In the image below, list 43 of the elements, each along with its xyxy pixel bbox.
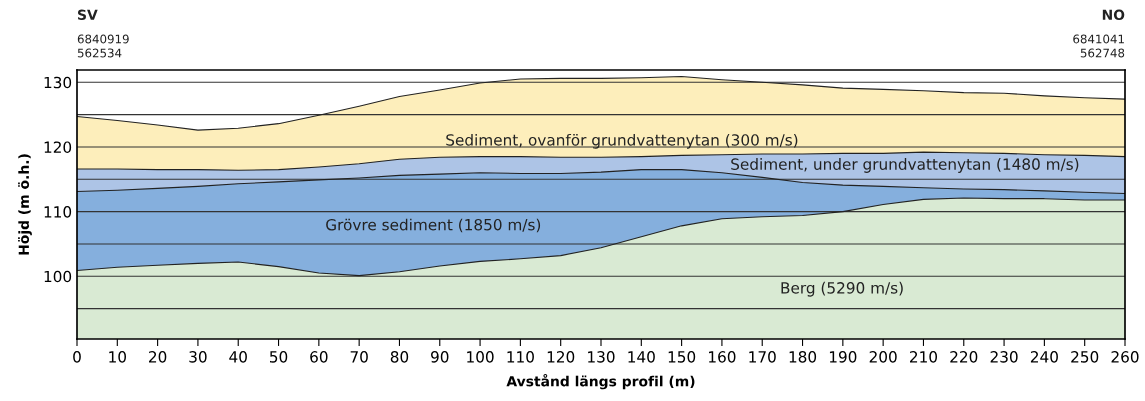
x-tick-label: 180	[789, 351, 817, 363]
x-tick-label: 260	[1111, 351, 1139, 363]
x-tick-label: 90	[431, 351, 449, 363]
series-label: Sediment, under grundvattenytan (1480 m/s)	[731, 158, 1079, 173]
text: NO	[1102, 9, 1125, 21]
y-tick-label: 130	[44, 76, 72, 89]
text: 562748	[1080, 48, 1125, 58]
x-tick-label: 130	[588, 351, 615, 363]
x-tick-label: 200	[869, 351, 897, 363]
x-tick-label: 70	[350, 351, 368, 363]
x-tick-label: 30	[189, 351, 207, 363]
x-tick-label: 0	[73, 351, 81, 363]
x-tick-label: 250	[1071, 351, 1099, 363]
series-label: Berg (5290 m/s)	[781, 281, 903, 297]
x-tick-label: 80	[390, 351, 409, 363]
x-tick-label: 160	[709, 351, 736, 363]
text: SV	[78, 9, 98, 21]
x-tick-label: 100	[467, 351, 494, 363]
x-tick-label: 40	[229, 351, 247, 363]
x-tick-label: 220	[950, 351, 978, 363]
series-label: Sediment, ovanför grundvattenytan (300 m/s)	[446, 133, 798, 149]
x-tick-label: 60	[310, 351, 328, 363]
y-tick-label: 110	[44, 206, 72, 218]
x-tick-label: 140	[628, 351, 655, 363]
series-label: Grövre sediment (1850 m/s)	[326, 218, 541, 233]
y-tick-label: 120	[44, 141, 72, 153]
x-tick-label: 20	[149, 351, 167, 363]
x-tick-label: 50	[270, 351, 288, 363]
text: 6840919	[77, 34, 129, 44]
y-tick-label: 100	[44, 270, 72, 283]
text: 562534	[77, 48, 122, 58]
x-tick-label: 230	[990, 351, 1018, 363]
x-tick-label: 240	[1030, 351, 1058, 363]
x-tick-label: 190	[829, 351, 857, 363]
x-tick-label: 210	[910, 351, 938, 363]
y-axis-title: Höjd (m ö.h.)	[18, 154, 32, 255]
x-tick-label: 150	[668, 351, 696, 363]
text: 6841041	[1073, 34, 1124, 44]
x-axis-title: Avstånd längs profil (m)	[506, 373, 695, 390]
x-tick-label: 110	[507, 351, 534, 363]
x-tick-label: 120	[547, 351, 575, 363]
x-tick-label: 170	[749, 351, 776, 363]
x-tick-label: 10	[109, 351, 127, 363]
